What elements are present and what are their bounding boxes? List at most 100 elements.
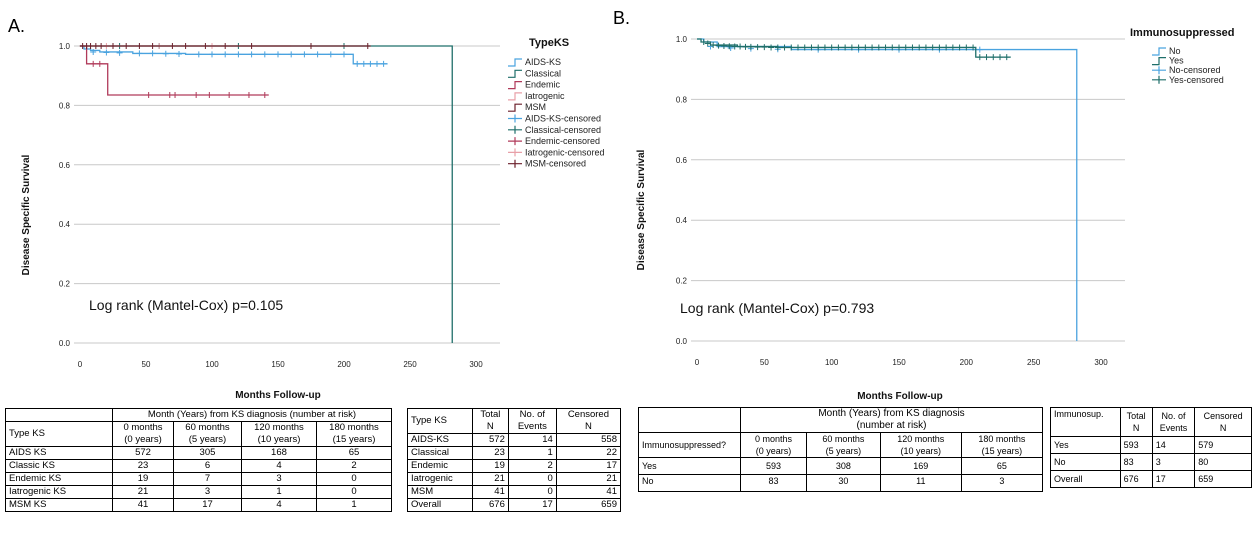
censor-mark bbox=[768, 44, 775, 51]
censor-mark bbox=[222, 51, 229, 58]
series-line-yes bbox=[697, 38, 1011, 58]
y-tick-label: 0.0 bbox=[676, 337, 688, 346]
censor-mark bbox=[222, 43, 229, 49]
censor-mark bbox=[737, 43, 744, 50]
cell: 41 bbox=[112, 498, 174, 512]
panel-b-label: B. bbox=[613, 8, 631, 28]
censor-mark bbox=[92, 43, 99, 49]
censor-mark bbox=[704, 40, 711, 47]
col-header: 180 months (15 years) bbox=[960, 432, 1044, 458]
legend-label: Classical bbox=[525, 68, 561, 78]
censor-mark bbox=[245, 92, 252, 99]
x-tick-label: 50 bbox=[760, 358, 769, 367]
legend-line-swatch bbox=[508, 92, 522, 101]
table-row: Yes 593 308 169 65 bbox=[638, 457, 1044, 475]
row-label: Endemic bbox=[407, 459, 473, 473]
row-label: MSM KS bbox=[5, 498, 113, 512]
censor-mark bbox=[828, 44, 835, 51]
censor-mark bbox=[902, 44, 909, 51]
table-row: MSM KS 41 17 4 1 bbox=[5, 498, 393, 512]
cell: 0 bbox=[507, 485, 557, 499]
cell: 659 bbox=[1194, 470, 1252, 488]
cell: 593 bbox=[1119, 436, 1153, 454]
cell: 3 bbox=[172, 485, 242, 499]
table-corner bbox=[638, 407, 741, 433]
cell: 41 bbox=[555, 485, 622, 499]
table-row: Endemic KS 19 7 3 0 bbox=[5, 472, 393, 486]
censor-mark bbox=[182, 43, 189, 49]
x-tick-label: 0 bbox=[695, 358, 700, 367]
censor-mark bbox=[720, 42, 727, 49]
x-axis-title: Months Follow-up bbox=[235, 390, 321, 401]
censor-mark bbox=[87, 43, 94, 49]
censor-mark bbox=[963, 44, 970, 51]
censor-mark bbox=[327, 51, 334, 58]
row-label: Overall bbox=[407, 498, 473, 512]
x-tick-label: 150 bbox=[892, 358, 906, 367]
cell: 17 bbox=[1151, 470, 1196, 488]
cell: 659 bbox=[555, 498, 622, 512]
x-tick-label: 200 bbox=[337, 360, 351, 369]
row-label: Iatrogenic KS bbox=[5, 485, 113, 499]
cell: 558 bbox=[555, 433, 622, 447]
col-header: No. of Events bbox=[507, 408, 557, 434]
censor-mark bbox=[788, 44, 795, 51]
censor-mark bbox=[815, 44, 822, 51]
cell: 0 bbox=[315, 485, 393, 499]
y-tick-label: 0.4 bbox=[59, 220, 71, 229]
row-label: Yes bbox=[1050, 436, 1121, 454]
cell: 23 bbox=[112, 459, 174, 473]
y-tick-label: 0.4 bbox=[676, 216, 688, 225]
table-corner bbox=[5, 408, 113, 422]
censor-mark bbox=[929, 44, 936, 51]
censor-mark bbox=[176, 51, 182, 58]
y-tick-label: 0.6 bbox=[59, 161, 71, 170]
x-tick-label: 250 bbox=[1027, 358, 1041, 367]
col-header: 0 months (0 years) bbox=[739, 432, 808, 458]
censor-mark bbox=[821, 44, 828, 51]
logrank-text: Log rank (Mantel-Cox) p=0.105 bbox=[89, 297, 283, 313]
cell: 80 bbox=[1194, 453, 1252, 471]
risk-header: Month (Years) from KS diagnosis (number a… bbox=[740, 407, 1043, 433]
censor-mark bbox=[801, 44, 808, 51]
col-header: Type KS bbox=[407, 408, 473, 434]
col-header: No. of Events bbox=[1151, 407, 1196, 437]
x-tick-label: 100 bbox=[205, 360, 219, 369]
table-row: Iatrogenic KS 21 3 1 0 bbox=[5, 485, 393, 499]
censor-mark bbox=[754, 44, 761, 51]
legend-censor-swatch bbox=[508, 137, 522, 146]
censor-mark bbox=[136, 43, 143, 49]
col-header: 60 months (5 years) bbox=[172, 421, 242, 447]
cell: 14 bbox=[1151, 436, 1196, 454]
censor-mark bbox=[997, 54, 1003, 61]
censor-mark bbox=[976, 54, 983, 61]
col-header: 120 months (10 years) bbox=[240, 421, 317, 447]
censor-mark bbox=[936, 44, 943, 51]
events-table-immunosuppressed: Immunosup. Total N No. of Events Censored N… bbox=[1050, 407, 1252, 488]
cell: 83 bbox=[739, 474, 808, 492]
censor-mark bbox=[288, 51, 295, 58]
censor-mark bbox=[976, 46, 983, 53]
x-tick-label: 0 bbox=[78, 360, 83, 369]
censor-mark bbox=[206, 92, 213, 99]
censor-mark bbox=[166, 92, 173, 99]
censor-mark bbox=[774, 44, 781, 51]
table-row: AIDS KS 572 305 168 65 bbox=[5, 446, 393, 460]
row-header: Immunosuppressed? bbox=[638, 432, 741, 458]
legend-line-swatch bbox=[508, 58, 522, 67]
cell: 65 bbox=[315, 446, 393, 460]
row-label: Classic KS bbox=[5, 459, 113, 473]
cell: 4 bbox=[240, 498, 317, 512]
censor-mark bbox=[970, 44, 977, 51]
censor-mark bbox=[367, 60, 374, 67]
censor-mark bbox=[360, 60, 367, 67]
censor-mark bbox=[209, 51, 215, 58]
table-row: Overall 676 17 659 bbox=[407, 498, 622, 512]
censor-mark bbox=[862, 44, 869, 51]
table-row: Iatrogenic 21 0 21 bbox=[407, 472, 622, 486]
censor-mark bbox=[1003, 54, 1010, 61]
cell: 2 bbox=[507, 459, 557, 473]
censor-mark bbox=[195, 51, 202, 58]
cell: 30 bbox=[806, 474, 881, 492]
cell: 17 bbox=[507, 498, 557, 512]
